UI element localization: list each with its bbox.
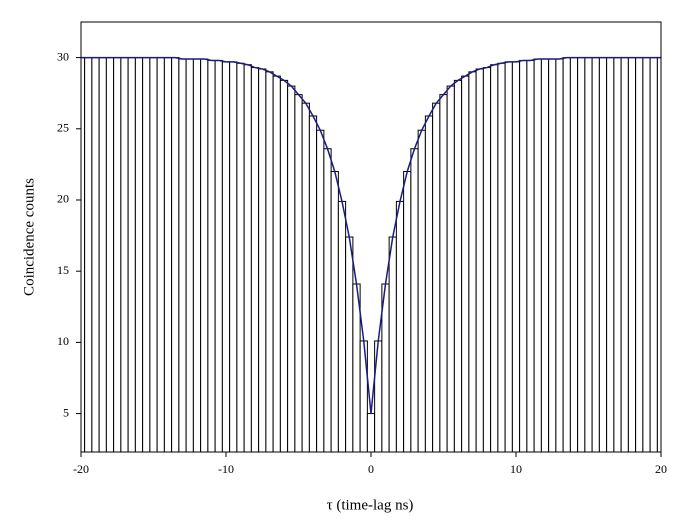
bar — [330, 171, 339, 452]
bar — [134, 57, 144, 452]
bar — [497, 62, 506, 452]
bar — [359, 340, 368, 452]
bar — [432, 102, 441, 452]
bar — [635, 57, 644, 452]
bar — [229, 61, 238, 452]
bar — [482, 67, 492, 452]
bar — [613, 57, 622, 452]
fit-layer — [81, 56, 661, 414]
bar — [475, 68, 484, 452]
bar — [403, 171, 412, 452]
bar — [236, 62, 245, 452]
bar — [192, 58, 202, 452]
x-axis-label: τ (time-lag ns) — [327, 497, 414, 513]
bar — [519, 59, 528, 452]
bar — [279, 79, 289, 452]
bar — [526, 59, 535, 452]
x-tick-label: 20 — [655, 462, 667, 476]
bar — [642, 57, 651, 452]
bar — [294, 94, 303, 452]
bar — [200, 58, 209, 452]
bar — [91, 57, 100, 452]
bar — [272, 75, 281, 452]
bar — [439, 94, 448, 452]
bar — [548, 58, 557, 452]
bar — [308, 115, 318, 452]
bar — [511, 61, 521, 452]
bar — [410, 148, 419, 452]
bars — [81, 57, 661, 452]
bar — [301, 102, 310, 452]
y-tick-label: 30 — [57, 49, 69, 63]
bar — [243, 64, 252, 452]
bar — [149, 57, 158, 452]
bar — [316, 129, 325, 452]
y-tick-label: 25 — [57, 121, 69, 135]
y-tick-label: 5 — [63, 405, 69, 419]
x-tick-label: -20 — [73, 462, 89, 476]
bar — [265, 71, 274, 452]
bar — [446, 85, 455, 452]
bar — [142, 57, 151, 452]
bar — [185, 58, 194, 452]
bar — [388, 236, 397, 452]
bar — [337, 200, 347, 452]
bar — [656, 57, 661, 452]
bar — [113, 57, 122, 452]
bar — [627, 57, 637, 452]
bar — [127, 57, 136, 452]
bar — [221, 61, 231, 452]
bar — [345, 236, 354, 452]
bar — [417, 129, 426, 452]
bar — [105, 57, 115, 452]
bar — [453, 79, 463, 452]
y-axis-label: Coincidence counts — [21, 178, 37, 296]
bar — [555, 58, 564, 452]
bar — [323, 148, 332, 452]
x-tick-label: -10 — [218, 462, 234, 476]
bar — [98, 57, 107, 452]
bar — [504, 61, 513, 452]
bar — [120, 57, 129, 452]
bar — [562, 57, 571, 452]
bar — [577, 57, 586, 452]
bar — [461, 75, 470, 452]
x-tick-label: 0 — [368, 462, 374, 476]
y-tick-label: 10 — [57, 334, 69, 348]
bar — [540, 58, 550, 452]
x-tick-label: 10 — [510, 462, 522, 476]
bar — [366, 413, 376, 452]
bar — [490, 64, 499, 452]
fit-line — [81, 56, 661, 414]
bar — [584, 57, 593, 452]
bar — [468, 71, 477, 452]
bar — [620, 57, 629, 452]
y-tick-label: 15 — [57, 263, 69, 277]
bar — [207, 59, 216, 452]
bar — [84, 57, 93, 452]
bar — [287, 85, 296, 452]
bar — [163, 57, 173, 452]
bar — [591, 57, 600, 452]
bar — [424, 115, 434, 452]
bar — [598, 57, 608, 452]
bar — [171, 57, 180, 452]
bar — [395, 200, 405, 452]
bar — [649, 57, 658, 452]
y-tick-label: 20 — [57, 192, 69, 206]
bar — [569, 57, 579, 452]
bar — [258, 68, 267, 452]
bar — [533, 58, 542, 452]
bar — [606, 57, 615, 452]
bar — [250, 67, 260, 452]
bar — [214, 59, 223, 452]
bar — [156, 57, 165, 452]
bar — [178, 58, 187, 452]
bar — [374, 340, 383, 452]
